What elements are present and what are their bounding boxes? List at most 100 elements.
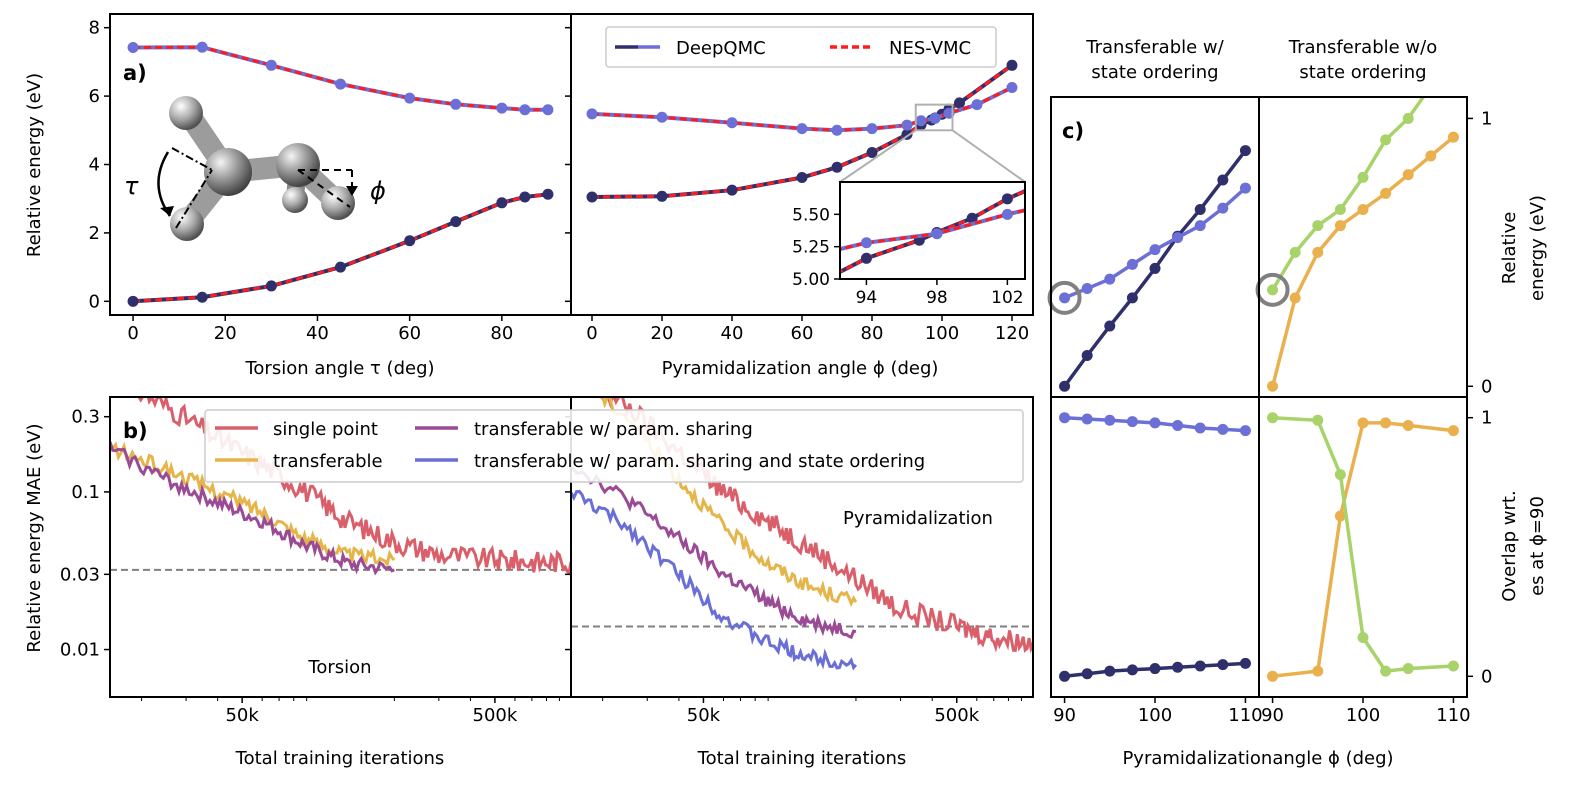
panel-a-inset-xtick-98-label: 98 xyxy=(926,288,948,308)
panel-a-right-xtick-120-label: 120 xyxy=(995,323,1029,344)
panel-c-top-right-series-1-point-3 xyxy=(1334,204,1346,215)
ethylene-molecule-illustration: τ ϕ xyxy=(124,96,386,241)
panel-b-torsion-title: Torsion xyxy=(307,657,371,678)
panel-a-left-series-1-point-7 xyxy=(519,104,531,116)
panel-b-right-series-3 xyxy=(571,489,858,671)
panel-a-right-series-0-point-5 xyxy=(866,147,878,159)
panel-c-top-left-series-1-point-2 xyxy=(1104,273,1116,285)
panel-c-top-right-series-1-point-6 xyxy=(1402,112,1414,124)
legend-state-ordering-label: transferable w/ param. sharing and state… xyxy=(474,451,925,472)
panel-a-right-series-1-point-6 xyxy=(901,119,913,131)
panel-c-top-left-series-1-point-6 xyxy=(1194,220,1206,232)
panel-b-left-ytick-3-label: 0.3 xyxy=(71,407,100,428)
panel-a-right-xtick-80-label: 80 xyxy=(861,323,884,344)
panel-c-top-right-series-1-point-7 xyxy=(1425,81,1436,92)
panel-a-left-series-1-point-8 xyxy=(542,104,554,116)
panel-c-top-left-series-1-point-7 xyxy=(1217,202,1229,214)
panel-c-bottom-ylabel-line1: Overlap wrt. xyxy=(1499,490,1520,601)
panel-c-bottom-right-ytick-1-label: 1 xyxy=(1481,408,1492,429)
panel-a-left-xtick-40-label: 40 xyxy=(306,323,329,344)
panel-c-bottom-left-series-1-point-0 xyxy=(1059,412,1071,424)
panel-c-top-left-series-1-point-1 xyxy=(1081,283,1093,295)
panel-a-left-ytick-2-label: 2 xyxy=(89,223,100,244)
panel-a-left-xtick-80-label: 80 xyxy=(490,323,513,344)
panel-c-top-left-series-1-point-8 xyxy=(1239,182,1251,194)
panel-c-top-right-series-0-point-3 xyxy=(1334,220,1346,232)
panel-b-left-series-0 xyxy=(124,397,571,576)
panel-a-inset-xtick-94-label: 94 xyxy=(856,288,878,308)
panel-c-bottom-left-series-0-point-6 xyxy=(1194,660,1206,672)
panel-a-right-series-0-point-4 xyxy=(831,161,843,173)
panel-a-left-series-1-point-4 xyxy=(404,92,416,104)
panel-a-right-series-1-point-8 xyxy=(929,112,941,124)
panel-a-inset-ytick-0-label: 5.00 xyxy=(792,270,830,290)
panel-c-col1-title-line2: state ordering xyxy=(1091,62,1218,83)
panel-a-inset-series-0-point-0 xyxy=(860,252,872,264)
panel-c-bottom-right-series-0-point-6 xyxy=(1447,425,1459,437)
panel-b-label: b) xyxy=(123,419,148,443)
panel-a-right-series-0-point-12 xyxy=(954,97,965,109)
panel-c-top-left-series-0-point-0 xyxy=(1059,380,1071,392)
panel-c-top-right-series-1-point-5 xyxy=(1380,134,1392,146)
panel-b-left-xtick-1-label: 500k xyxy=(473,705,518,726)
panel-c-bottom-right-series-1-point-0 xyxy=(1267,412,1279,424)
panel-a-ylabel: Relative energy (eV) xyxy=(24,73,45,257)
panel-a-right-series-0-point-2 xyxy=(726,184,738,196)
panel-c-top-right-axes xyxy=(1258,96,1468,398)
panel-a-right-axes xyxy=(570,13,1034,316)
panel-c-top-right-series-1-point-8 xyxy=(1448,46,1459,57)
panel-b-right-xlabel: Total training iterations xyxy=(697,748,907,769)
panel-a-label: a) xyxy=(123,61,147,85)
panel-c-bottom-left-xtick-110-label: 110 xyxy=(1228,705,1262,726)
panel-a-left-series-0-point-6 xyxy=(496,197,508,209)
panel-b-left-ytick-2-label: 0.1 xyxy=(71,482,100,503)
panel-c-top-left-series-0-point-8 xyxy=(1239,145,1251,157)
panel-c-bottom-right-xtick-100-label: 100 xyxy=(1346,705,1380,726)
panel-a-inset-series-0-point-3 xyxy=(966,212,978,224)
panel-c-top-right-series-1-point-4 xyxy=(1357,171,1369,183)
panel-c-bottom-left-series-1-point-5 xyxy=(1172,419,1184,431)
panel-c-top-ylabel-line1: Relative xyxy=(1499,212,1520,285)
panel-c-bottom-left-xtick-100-label: 100 xyxy=(1138,705,1172,726)
panel-c-bottom-left-axes xyxy=(1050,396,1260,698)
panel-c-top-right-series-1-point-0 xyxy=(1267,284,1279,296)
panel-a-left-series-0-point-1 xyxy=(196,291,208,303)
panel-a-left-xtick-0-label: 0 xyxy=(127,323,138,344)
panel-a-inset-series-0-point-4 xyxy=(1001,193,1013,205)
panel-a-zoom-box xyxy=(914,103,954,132)
panel-c-bottom-right-series-1-point-5 xyxy=(1402,663,1414,675)
panel-c-top-right-highlight-circle xyxy=(1255,272,1290,307)
panel-c-top-right-ytick-0-label: 0 xyxy=(1481,376,1492,397)
panel-c-top-left-series-0-point-4 xyxy=(1149,262,1161,274)
panel-a-right-series-0-point-1 xyxy=(656,190,668,202)
panel-a-right-nesvmc-line-0 xyxy=(591,64,1013,199)
panel-c-col1-title-line1: Transferable w/ xyxy=(1085,37,1224,58)
panel-c-bottom-right-series-1-point-2 xyxy=(1334,469,1346,481)
tau-symbol: τ xyxy=(124,172,139,200)
panel-c-top-right-series-1-point-2 xyxy=(1312,220,1324,232)
panel-c-top-left-series-0-point-2 xyxy=(1104,320,1116,332)
panel-c-bottom-right-xtick-90-label: 90 xyxy=(1261,705,1284,726)
panel-c-bottom-right-axes xyxy=(1258,396,1468,698)
panel-a-left-series-1-point-6 xyxy=(496,102,508,114)
panel-a-right-series-1-point-2 xyxy=(726,117,738,129)
panel-b-right-axes xyxy=(570,396,1034,698)
panel-c-bottom-left-series-1-point-8 xyxy=(1239,425,1251,437)
panel-c-top-left-series-1-point-5 xyxy=(1172,232,1184,244)
panel-a-inset-ytick-2-label: 5.50 xyxy=(792,205,830,225)
panel-b-pyramidalization-title: Pyramidalization xyxy=(843,508,993,529)
panel-b-left-series-2 xyxy=(110,441,395,576)
panel-c-bottom-left-series-0-point-1 xyxy=(1081,668,1093,680)
panel-c-bottom-right-series-0-point-4 xyxy=(1380,417,1392,429)
panel-c-bottom-right-series-1-point-1 xyxy=(1312,414,1324,426)
panel-a-left-series-0-point-7 xyxy=(519,191,531,203)
panel-a-right-series-0-point-0 xyxy=(586,191,598,203)
panel-b-left-ytick-1-label: 0.03 xyxy=(60,564,100,585)
panel-b-left-series-1 xyxy=(110,441,396,568)
panel-c-bottom-left-series-0-point-7 xyxy=(1217,659,1229,671)
panel-a-zoom-connector-right xyxy=(951,129,1026,183)
panel-c-top-left-series-1-point-4 xyxy=(1149,244,1161,256)
panel-a-legend: DeepQMC NES-VMC xyxy=(605,26,997,68)
panel-a-right-xtick-40-label: 40 xyxy=(721,323,744,344)
panel-c-top-right-series-0-point-7 xyxy=(1425,150,1437,162)
